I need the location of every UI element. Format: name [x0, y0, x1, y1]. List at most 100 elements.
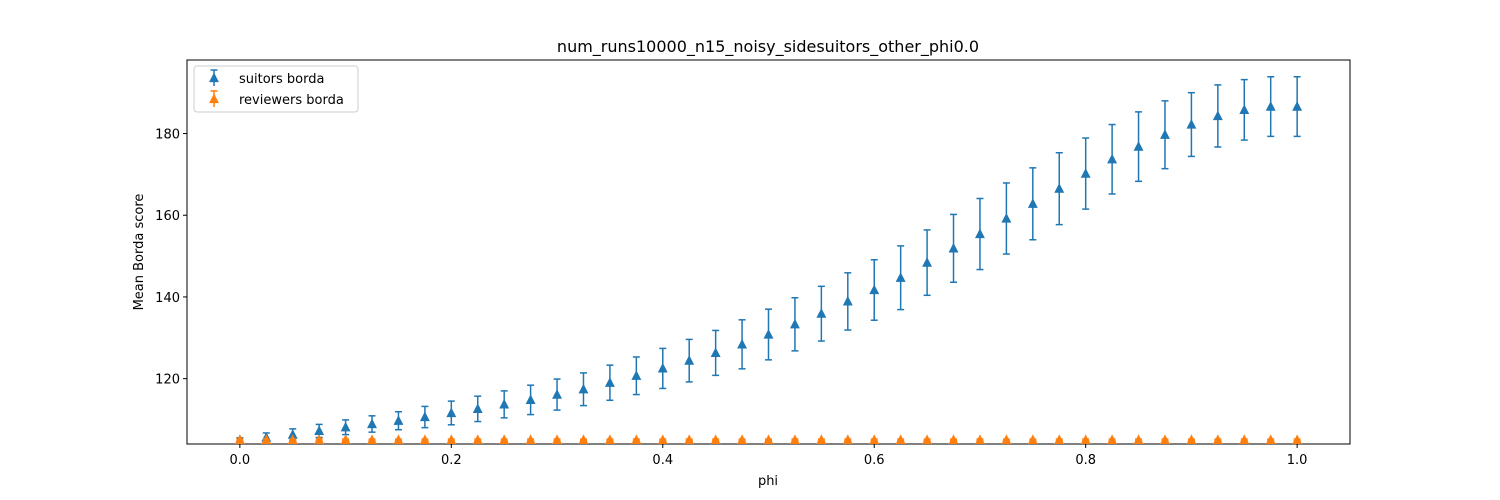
data-point [869, 434, 880, 445]
data-point [340, 421, 351, 432]
data-point [895, 434, 906, 445]
data-point [1001, 434, 1012, 445]
data-point [314, 434, 325, 445]
data-point [816, 308, 827, 318]
data-point [1186, 119, 1197, 129]
data-point [552, 434, 562, 445]
data-point [393, 415, 404, 425]
data-point [1027, 198, 1038, 208]
data-point [1239, 104, 1250, 114]
data-point [631, 370, 642, 380]
data-point [604, 434, 615, 445]
data-point [869, 284, 880, 295]
data-point [261, 434, 272, 445]
data-point [975, 228, 985, 239]
data-point [472, 434, 483, 445]
data-point [948, 242, 959, 253]
legend: suitors borda reviewers borda [193, 65, 359, 113]
data-point [684, 434, 695, 445]
data-point [763, 329, 774, 339]
data-point [1133, 434, 1144, 445]
data-point [525, 394, 536, 405]
data-point [499, 434, 510, 445]
data-point [234, 434, 245, 445]
x-axis-label: phi [758, 474, 778, 489]
data-point [789, 434, 800, 445]
data-point [710, 434, 721, 445]
x-tick-label: 0.4 [652, 453, 673, 468]
data-point [657, 362, 668, 373]
data-point [922, 434, 933, 445]
data-point [1027, 434, 1038, 445]
data-point [1292, 101, 1303, 111]
data-point [1239, 434, 1250, 445]
data-point [1265, 434, 1276, 445]
legend-label: reviewers borda [239, 93, 344, 108]
data-point [287, 434, 298, 445]
data-point [499, 398, 510, 409]
x-tick-label: 0.6 [864, 453, 885, 468]
data-point [737, 434, 748, 445]
chart-title: num_runs10000_n15_noisy_sidesuitors_othe… [557, 37, 979, 57]
data-point [314, 425, 325, 436]
data-point [419, 411, 430, 422]
data-point [287, 429, 298, 439]
data-point [895, 272, 906, 282]
y-axis: 120 140 160 180 [155, 128, 187, 388]
data-point [789, 318, 800, 329]
data-point [1001, 213, 1012, 223]
data-point [1265, 101, 1276, 111]
data-point [763, 434, 774, 445]
series-reviewers [234, 434, 1303, 445]
data-point [1160, 434, 1170, 445]
data-point [419, 434, 430, 445]
data-point [1080, 434, 1091, 445]
data-point [1292, 434, 1303, 445]
data-point [604, 377, 615, 387]
x-tick-label: 0.2 [441, 453, 462, 468]
data-point [1054, 434, 1065, 445]
data-point [657, 434, 668, 445]
y-axis-label: Mean Borda score [132, 194, 147, 311]
legend-marker [209, 93, 219, 104]
legend-marker [209, 72, 219, 83]
data-point [710, 347, 721, 358]
x-tick-label: 1.0 [1287, 453, 1308, 468]
data-point [367, 418, 377, 429]
data-point [1133, 141, 1144, 151]
x-axis: 0.0 0.2 0.4 0.6 0.8 1.0 [230, 444, 1308, 468]
data-point [922, 257, 933, 267]
data-point [1107, 434, 1118, 445]
data-point [578, 434, 589, 445]
data-point [1054, 183, 1065, 193]
data-point [842, 434, 853, 445]
data-point [1186, 434, 1197, 445]
data-point [631, 434, 642, 445]
data-point [1160, 129, 1170, 139]
data-point [1212, 434, 1223, 445]
data-point [472, 403, 483, 413]
y-tick-label: 120 [155, 373, 180, 388]
data-point [1212, 110, 1223, 121]
data-point [393, 434, 404, 445]
data-point [367, 434, 377, 445]
data-point [525, 434, 536, 445]
series-layer [234, 75, 1303, 445]
data-point [842, 295, 853, 306]
data-point [578, 383, 589, 394]
data-point [684, 355, 695, 365]
data-point [1107, 153, 1118, 164]
y-tick-label: 140 [155, 291, 180, 306]
data-point [446, 407, 457, 418]
data-point [340, 434, 351, 445]
data-point [975, 434, 985, 445]
legend-box [193, 65, 359, 113]
data-point [948, 434, 959, 445]
x-tick-label: 0.0 [230, 453, 251, 468]
y-tick-label: 160 [155, 209, 180, 224]
legend-label: suitors borda [239, 72, 324, 87]
data-point [1080, 168, 1091, 178]
data-point [737, 338, 748, 349]
y-tick-label: 180 [155, 128, 180, 143]
